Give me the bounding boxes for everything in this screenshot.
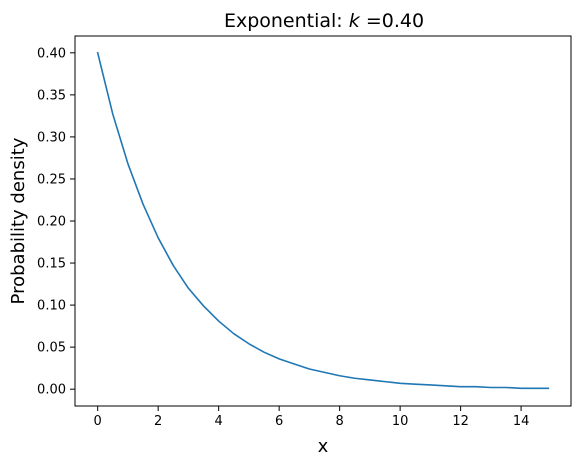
plot-area — [96, 51, 550, 390]
chart-title-symbol: k — [349, 10, 361, 32]
chart-title-suffix: =0.40 — [360, 10, 424, 32]
y-tick-label: 0.20 — [37, 215, 66, 230]
x-axis: 0 2 4 6 8 10 12 14 — [94, 406, 530, 429]
y-tick-label: 0.00 — [37, 383, 66, 398]
x-tick-label: 8 — [335, 414, 343, 429]
y-axis: 0.00 0.05 0.10 0.15 0.20 0.25 0.30 0.35 0.40 — [37, 46, 75, 398]
x-tick-label: 4 — [215, 414, 223, 429]
chart-title-prefix: Exponential: — [224, 10, 349, 32]
y-tick-label: 0.15 — [37, 257, 66, 272]
y-tick-label: 0.35 — [37, 88, 66, 103]
x-tick-label: 12 — [452, 414, 469, 429]
plot-frame — [74, 35, 572, 407]
x-axis-label: x — [318, 436, 329, 457]
y-tick-label: 0.10 — [37, 299, 66, 314]
chart-title: Exponential: k =0.40 — [224, 10, 424, 32]
x-tick-label: 10 — [392, 414, 409, 429]
y-tick-label: 0.30 — [37, 130, 66, 145]
x-tick-label: 14 — [513, 414, 530, 429]
series-line-0 — [96, 51, 550, 390]
y-tick-label: 0.25 — [37, 172, 66, 187]
y-axis-label: Probability density — [8, 137, 29, 304]
x-tick-label: 0 — [94, 414, 102, 429]
y-tick-label: 0.40 — [37, 46, 66, 61]
y-tick-label: 0.05 — [37, 341, 66, 356]
x-tick-label: 2 — [154, 414, 162, 429]
x-tick-label: 6 — [275, 414, 283, 429]
